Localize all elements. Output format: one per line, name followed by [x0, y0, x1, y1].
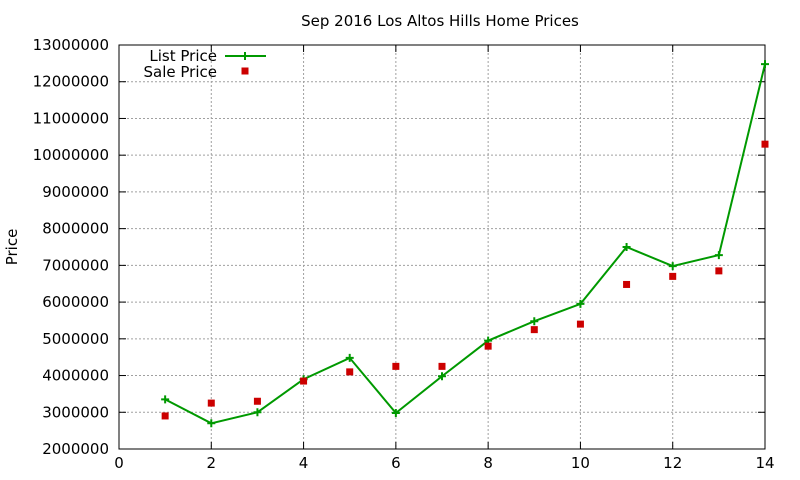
- list-price-point: [438, 372, 446, 381]
- y-tick-label: 5000000: [42, 330, 109, 348]
- list-price-point: [161, 395, 170, 404]
- legend-marker-sale-price: [241, 67, 249, 75]
- sale-price-point: [715, 267, 723, 275]
- x-tick-label: 8: [483, 454, 493, 472]
- axis-ticks: 2000000 3000000 4000000 5000000 6000000 70000…: [33, 36, 775, 472]
- y-tick-label: 2000000: [42, 440, 109, 458]
- y-tick-label: 9000000: [42, 183, 109, 201]
- list-price-point: [576, 299, 585, 308]
- list-price-point: [253, 408, 262, 417]
- sale-price-point: [253, 397, 261, 405]
- list-price-point: [668, 262, 677, 271]
- sale-price-point: [438, 362, 446, 370]
- sale-price-point: [207, 399, 215, 407]
- x-tick-label: 12: [663, 454, 682, 472]
- y-tick-label: 8000000: [42, 220, 109, 238]
- x-tick-label: 2: [207, 454, 217, 472]
- list-price-point: [714, 251, 723, 260]
- sale-price-point: [392, 362, 400, 370]
- list-price-point: [391, 409, 400, 418]
- y-tick-label: 6000000: [42, 293, 109, 311]
- grid-lines: [119, 45, 765, 449]
- x-tick-label: 0: [114, 454, 124, 472]
- y-tick-label: 7000000: [42, 256, 109, 274]
- x-tick-label: 14: [755, 454, 774, 472]
- legend-label-sale-price: Sale Price: [144, 63, 217, 81]
- sale-price-point: [623, 280, 631, 288]
- plot-border: [118, 44, 766, 450]
- sale-price-point: [161, 412, 169, 420]
- y-axis-label: Price: [3, 229, 21, 266]
- sale-price-point: [300, 377, 308, 385]
- sale-price-point: [576, 320, 584, 328]
- sale-price-point: [346, 368, 354, 376]
- sale-price-point: [484, 342, 492, 350]
- legend-label-list-price: List Price: [149, 47, 217, 65]
- x-tick-label: 6: [391, 454, 401, 472]
- y-tick-label: 4000000: [42, 367, 109, 385]
- y-tick-label: 10000000: [33, 146, 109, 164]
- list-price-point: [345, 353, 354, 362]
- legend: List Price Sale Price: [144, 47, 266, 81]
- x-tick-label: 4: [299, 454, 309, 472]
- y-tick-label: 12000000: [33, 73, 109, 91]
- list-price-point: [761, 60, 769, 69]
- y-tick-label: 3000000: [42, 403, 109, 421]
- chart-title: Sep 2016 Los Altos Hills Home Prices: [301, 12, 579, 30]
- series-layer: [161, 60, 769, 428]
- list-price-point: [207, 419, 216, 428]
- x-tick-label: 10: [571, 454, 590, 472]
- series-line-list-price: [164, 63, 766, 425]
- list-price-point: [622, 243, 631, 251]
- y-tick-label: 11000000: [33, 109, 109, 127]
- sale-price-point: [761, 140, 769, 148]
- sale-price-point: [669, 272, 677, 280]
- sale-price-point: [530, 326, 538, 334]
- legend-marker-list-price: [241, 52, 249, 60]
- list-price-point: [530, 317, 539, 326]
- y-tick-label: 13000000: [33, 36, 109, 54]
